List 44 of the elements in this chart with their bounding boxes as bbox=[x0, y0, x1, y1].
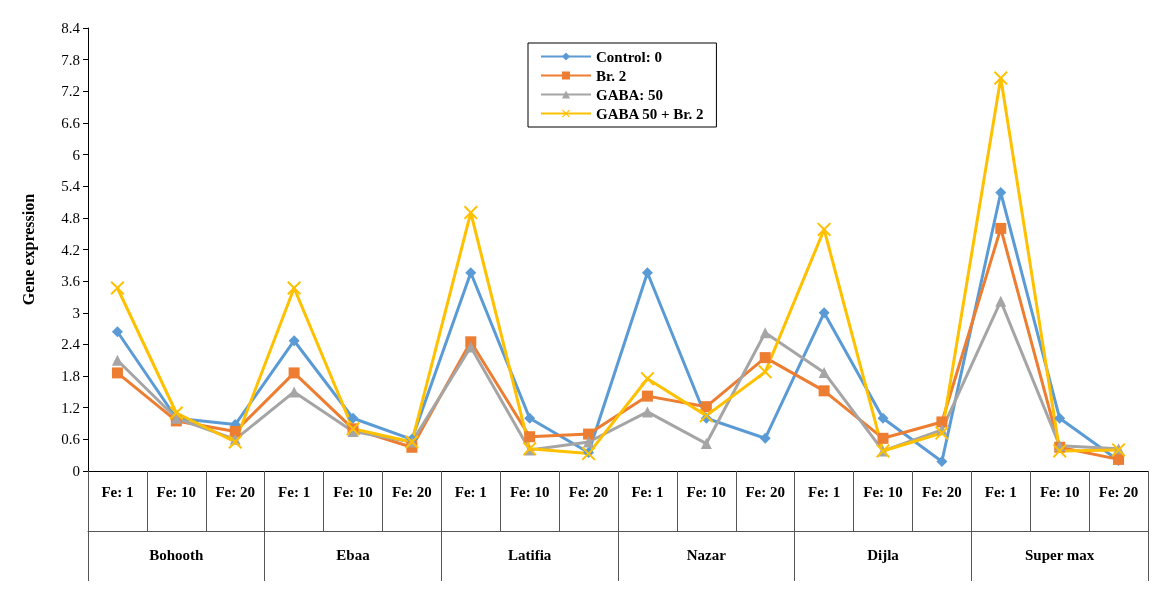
x-tick-label: Fe: 20 bbox=[392, 484, 432, 500]
x-tick-label: Fe: 1 bbox=[984, 484, 1017, 500]
x-tick-label: Fe: 10 bbox=[509, 484, 550, 500]
y-tick-label: 4.8 bbox=[61, 209, 80, 226]
x-tick-label: Fe: 10 bbox=[156, 484, 197, 500]
x-tick-label: Fe: 20 bbox=[568, 484, 609, 500]
y-tick-label: 0.6 bbox=[61, 431, 81, 448]
text: Super max bbox=[1025, 546, 1095, 563]
legend-label: Br. 2 bbox=[596, 67, 627, 84]
x-tick-label: Fe: 10 bbox=[686, 484, 727, 500]
y-tick-label: 6.6 bbox=[61, 114, 81, 131]
y-tick-label: 1.2 bbox=[61, 399, 80, 416]
text: Nazar bbox=[686, 546, 727, 563]
text: Bohooth bbox=[149, 546, 205, 563]
y-tick-label: 7.2 bbox=[61, 83, 80, 100]
x-tick-label: Fe: 1 bbox=[278, 484, 311, 500]
x-tick-label: Fe: 1 bbox=[454, 484, 487, 500]
x-tick-label: Fe: 20 bbox=[745, 484, 786, 500]
legend-label: GABA 50 + Br. 2 bbox=[596, 105, 704, 122]
legend-label: Control: 0 bbox=[596, 48, 662, 65]
x-tick-label: Fe: 20 bbox=[1098, 484, 1139, 500]
y-tick-label: 3 bbox=[72, 304, 80, 321]
y-tick-label: 0 bbox=[72, 463, 80, 479]
x-tick-label: Fe: 1 bbox=[808, 484, 841, 500]
y-tick-label: 6 bbox=[72, 146, 81, 163]
x-tick-label: Fe: 10 bbox=[1039, 484, 1080, 500]
text: Dijla bbox=[867, 546, 900, 563]
y-tick-label: 3.6 bbox=[61, 273, 81, 290]
y-axis-title: Gene expression bbox=[19, 193, 38, 306]
x-tick-label: Fe: 1 bbox=[631, 484, 664, 500]
text: Latifia bbox=[507, 546, 552, 563]
y-tick-label: 8.4 bbox=[61, 20, 81, 36]
legend-label: GABA: 50 bbox=[596, 86, 664, 103]
x-tick-label: Fe: 10 bbox=[863, 484, 903, 500]
x-tick-label: Fe: 1 bbox=[101, 484, 134, 500]
y-tick-label: 5.4 bbox=[61, 178, 81, 195]
y-tick-label: 1.8 bbox=[61, 368, 80, 385]
y-tick-label: 2.4 bbox=[61, 336, 81, 353]
text: Ebaa bbox=[336, 546, 371, 563]
x-tick-label: Fe: 20 bbox=[922, 484, 962, 500]
x-tick-label: Fe: 10 bbox=[333, 484, 373, 500]
x-tick-label: Fe: 20 bbox=[215, 484, 256, 500]
y-tick-label: 4.2 bbox=[61, 241, 80, 258]
y-tick-label: 7.8 bbox=[61, 51, 80, 68]
